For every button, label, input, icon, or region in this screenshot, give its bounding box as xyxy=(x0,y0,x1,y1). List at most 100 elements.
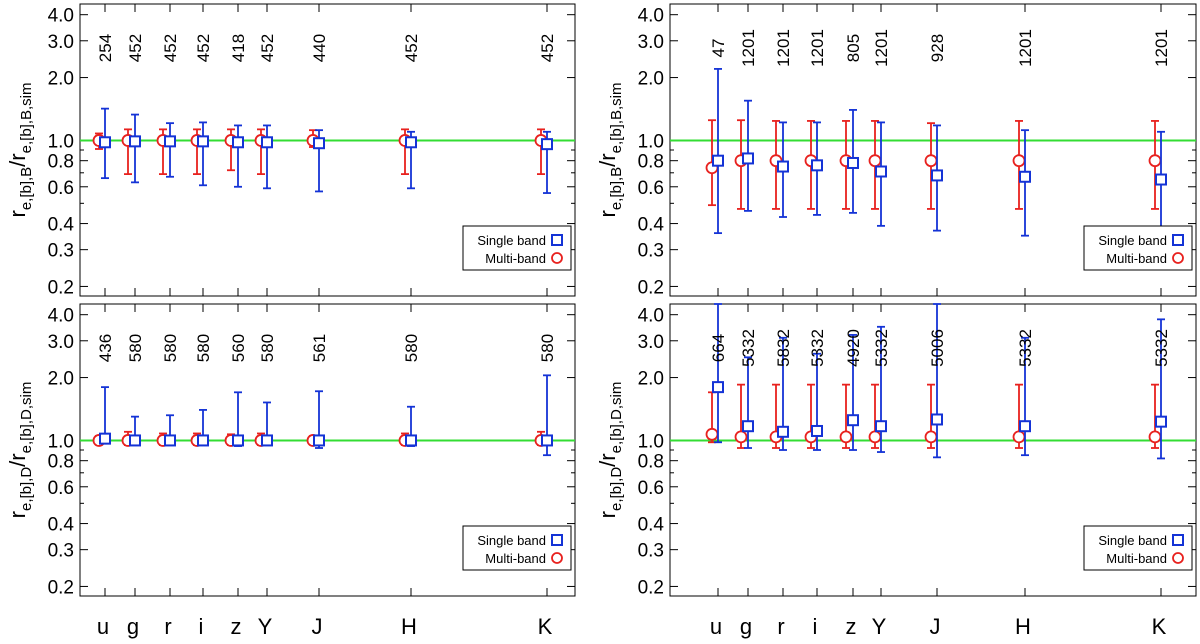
y-tick-label: 0.3 xyxy=(638,241,664,262)
y-tick-label: 0.6 xyxy=(638,478,664,499)
legend-box xyxy=(1083,525,1193,571)
y-label-subscript: e,[b],B xyxy=(608,167,625,210)
band-label: K xyxy=(1152,614,1167,639)
y-label-subscript: e,[b],D,sim xyxy=(608,382,625,454)
legend-label: Multi-band xyxy=(485,251,546,266)
panel-top-left: 0.2 0.3 0.4 0.6 0.81.0 2.0 3.0 4.0 re,[b],B/re,[… xyxy=(5,3,576,298)
multi-band-point xyxy=(868,430,882,444)
y-tick-label: 0.4 xyxy=(638,215,665,236)
y-tick-label: 0.3 xyxy=(48,241,74,262)
panel-bottom-left: 0.20.30.40.60.81.02.03.04.0re,[b],D/re,[… xyxy=(5,303,576,639)
count-label: 440 xyxy=(310,34,329,62)
y-tick-label: 3.0 xyxy=(638,332,664,353)
y-tick-label: 2.0 xyxy=(638,369,664,390)
band-label: J xyxy=(930,614,941,639)
band-label: i xyxy=(199,614,204,639)
band-label: H xyxy=(401,614,417,639)
single-band-point xyxy=(197,135,209,148)
y-tick-label: 4.0 xyxy=(638,6,664,27)
y-label-subscript: e,[b],B xyxy=(18,167,35,210)
legend: Single band Multi-band xyxy=(1083,525,1193,571)
y-tick-label: 0.8 xyxy=(48,152,74,173)
count-label: 805 xyxy=(844,34,863,62)
panel-bottom-right: 0.20.30.40.60.81.02.03.04.0re,[b],D/re,[… xyxy=(595,303,1197,639)
single-band-point xyxy=(1019,170,1031,183)
y-tick-label: 0.6 xyxy=(48,178,74,199)
legend-square-marker xyxy=(551,234,563,246)
legend-square-marker xyxy=(551,534,563,546)
y-tick-label: 2.0 xyxy=(48,369,74,390)
y-tick-label: 0.4 xyxy=(48,515,75,536)
legend-box xyxy=(462,225,572,271)
y-tick-label: 0.8 xyxy=(48,452,74,473)
panel-top-right: 0.2 0.3 0.4 0.6 0.81.0 2.0 3.0 4.0 re,[b],B/re,[… xyxy=(595,3,1197,298)
y-tick-label: 0.8 xyxy=(638,152,664,173)
y-tick-label: 0.6 xyxy=(638,178,664,199)
band-label: K xyxy=(538,614,553,639)
single-band-point xyxy=(261,136,273,149)
band-label: g xyxy=(127,614,139,639)
single-band-point xyxy=(847,156,859,169)
count-label: 1201 xyxy=(872,29,891,67)
y-label-subscript: e,[b],D xyxy=(18,467,35,511)
band-label: g xyxy=(740,614,752,639)
y-tick-label: 1.0 xyxy=(48,431,74,452)
y-tick-label: 0.2 xyxy=(48,277,74,298)
y-label-subscript: e,[b],B,sim xyxy=(608,83,625,154)
y-label-subscript: e,[b],D,sim xyxy=(18,382,35,454)
count-label: 560 xyxy=(229,334,248,362)
multi-band-point xyxy=(734,430,748,444)
single-band-point xyxy=(232,434,244,447)
y-tick-label: 3.0 xyxy=(638,32,664,53)
single-band-point xyxy=(164,434,176,447)
single-band-point xyxy=(777,160,789,173)
multi-band-point xyxy=(839,430,853,444)
single-band-point xyxy=(1019,420,1031,433)
count-label: 580 xyxy=(194,334,213,362)
count-label: 418 xyxy=(229,34,248,62)
y-tick-label: 0.4 xyxy=(638,515,665,536)
y-tick-label: 2.0 xyxy=(48,69,74,90)
band-label: Y xyxy=(872,614,887,639)
legend-box xyxy=(462,525,572,571)
single-band-point xyxy=(541,434,553,447)
y-label-text: r xyxy=(5,210,30,217)
count-label: 452 xyxy=(126,34,145,62)
legend: Single band Multi-band xyxy=(462,525,572,571)
legend-square-marker xyxy=(1172,234,1184,246)
count-label: 5332 xyxy=(1016,329,1035,367)
count-label: 452 xyxy=(161,34,180,62)
y-tick-label: 0.3 xyxy=(638,541,664,562)
y-tick-label: 0.2 xyxy=(48,577,74,598)
single-band-point xyxy=(712,154,724,167)
single-band-point xyxy=(931,413,943,426)
band-label: u xyxy=(710,614,722,639)
legend: Single band Multi-band xyxy=(462,225,572,271)
count-label: 664 xyxy=(709,334,728,362)
count-label: 452 xyxy=(538,34,557,62)
single-band-point xyxy=(931,169,943,182)
count-label: 254 xyxy=(96,34,115,62)
single-band-point xyxy=(313,434,325,447)
count-label: 1201 xyxy=(739,29,758,67)
single-band-point xyxy=(541,138,553,151)
count-label: 580 xyxy=(402,334,421,362)
legend-circle-marker xyxy=(551,552,563,564)
single-band-point xyxy=(99,432,111,445)
multi-band-point xyxy=(868,154,882,168)
single-band-point xyxy=(164,135,176,148)
count-label: 580 xyxy=(126,334,145,362)
single-band-point xyxy=(777,425,789,438)
single-band-point xyxy=(811,424,823,437)
single-band-point xyxy=(313,137,325,150)
legend-label: Single band xyxy=(477,233,546,248)
legend-label: Multi-band xyxy=(1106,251,1167,266)
y-label-subscript: e,[b],B,sim xyxy=(18,83,35,154)
legend-label: Multi-band xyxy=(485,551,546,566)
multi-band-point xyxy=(1148,154,1162,168)
y-tick-label: 0.3 xyxy=(48,541,74,562)
single-band-point xyxy=(875,420,887,433)
y-axis-label: re,[b],D/re,[b],D,sim xyxy=(595,382,625,519)
count-label: 580 xyxy=(161,334,180,362)
single-band-point xyxy=(847,414,859,427)
